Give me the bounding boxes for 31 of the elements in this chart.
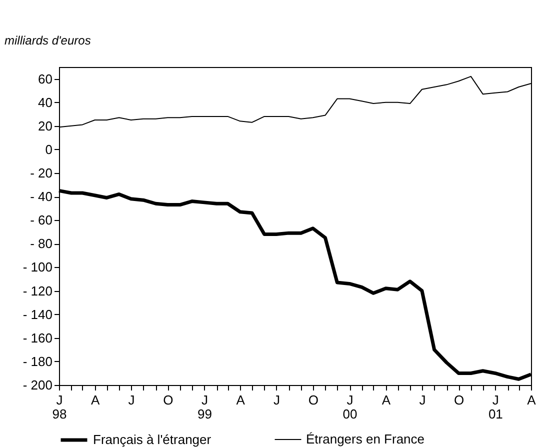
y-tick-label: - 120: [22, 283, 52, 298]
y-tick-label: - 100: [22, 260, 52, 275]
y-tick-label: 20: [38, 118, 52, 134]
y-tick-label: - 180: [22, 354, 52, 369]
y-axis-title: milliards d'euros: [4, 34, 91, 48]
x-tick-label: J 01: [488, 392, 503, 422]
y-tick-label: - 200: [22, 378, 52, 392]
y-tick-label: - 160: [22, 330, 52, 346]
legend-label: Français à l'étranger: [93, 432, 212, 447]
x-tick-label: O: [454, 392, 464, 408]
legend-label: Étrangers en France: [306, 432, 425, 446]
y-tick-label: 60: [38, 71, 52, 86]
x-tick-label: J: [274, 392, 280, 408]
x-tick-label: J: [128, 392, 135, 408]
x-tick-label: J 00: [342, 392, 358, 422]
y-tick-label: 40: [38, 94, 52, 110]
x-tick-label: J 99: [198, 392, 212, 422]
y-tick-label: 0: [45, 142, 52, 157]
x-tick-label: A: [90, 392, 100, 408]
y-tick-label: - 140: [22, 306, 52, 322]
x-tick-label: A: [236, 392, 246, 408]
x-tick-label: J 98: [52, 392, 67, 422]
y-tick-label: - 40: [30, 189, 52, 204]
y-tick-label: - 20: [30, 166, 52, 180]
x-tick-label: J: [419, 392, 426, 408]
y-tick-label: - 80: [30, 236, 52, 252]
x-tick-label: A: [527, 392, 536, 408]
x-tick-label: O: [163, 392, 174, 408]
x-tick-label: A: [382, 392, 391, 408]
x-tick-label: O: [308, 392, 318, 408]
y-tick-label: - 60: [30, 212, 52, 228]
